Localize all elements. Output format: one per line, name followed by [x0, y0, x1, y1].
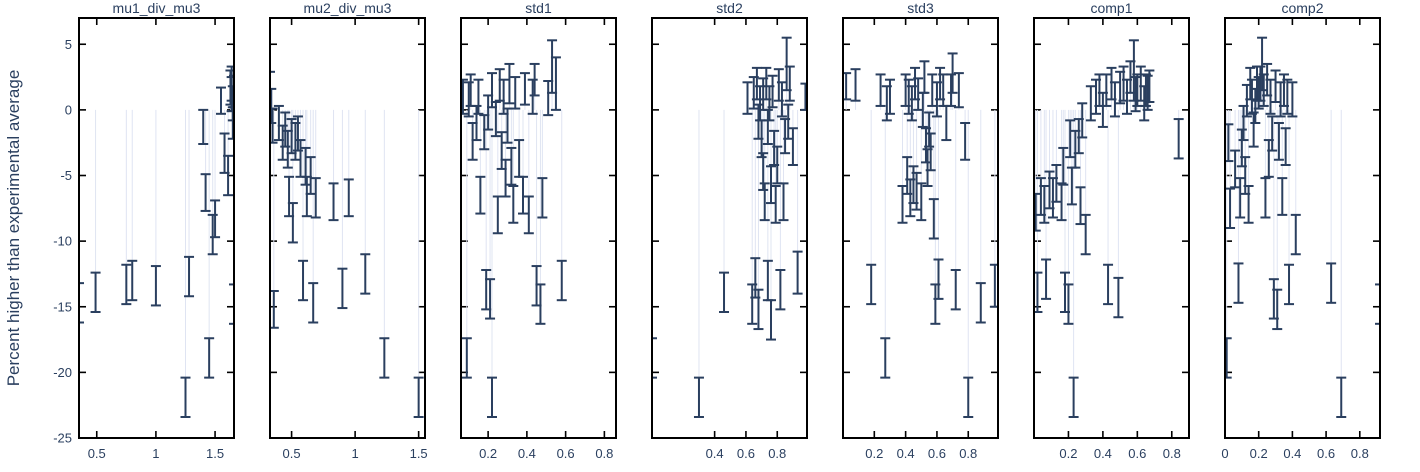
x-tick-label: 0.4	[1283, 446, 1301, 461]
subplot-std3: std3 0.2 0.4 0.6 0.8	[842, 0, 999, 461]
subplot-std2: std2 0.4 0.6 0.8	[651, 0, 808, 461]
x-tick-label: 0.8	[1351, 446, 1369, 461]
plot-frame	[651, 17, 808, 439]
x-tick-label: 0.8	[959, 446, 977, 461]
plot-frame	[460, 17, 617, 439]
plot-frame	[78, 17, 235, 439]
x-tick-label: 0.2	[865, 446, 883, 461]
y-tick-label: -20	[53, 365, 72, 380]
y-axis-label: Percent higher than experimental average	[4, 70, 23, 387]
data-layer	[79, 65, 234, 418]
subplot-std1: std1 0.2 0.4 0.6 0.8	[460, 0, 617, 461]
plot-frame	[1224, 17, 1381, 439]
x-tick-label: 1.5	[206, 446, 224, 461]
x-tick-label: 1.5	[410, 446, 428, 461]
subplot-title: mu1_div_mu3	[113, 0, 201, 16]
data-layer	[652, 36, 807, 418]
x-tick-label: 0.5	[88, 446, 106, 461]
x-tick-label: 0.2	[1059, 446, 1077, 461]
x-tick-label: 0.8	[768, 446, 786, 461]
x-tick-label: 0.6	[1128, 446, 1146, 461]
y-tick-label: 0	[65, 102, 72, 117]
y-tick-label: -10	[53, 234, 72, 249]
subplot-title: std1	[525, 0, 552, 16]
subplot-title: comp1	[1090, 0, 1132, 16]
x-tick-label: 1	[152, 446, 159, 461]
y-tick-label: 5	[65, 37, 72, 52]
x-tick-label: 1	[352, 446, 359, 461]
subplot-comp2: comp2 0 0.2 0.4 0.6 0.8	[1221, 0, 1381, 461]
x-tick-label: 0.5	[283, 446, 301, 461]
y-tick-label: -15	[53, 299, 72, 314]
x-tick-label: 0.2	[1250, 446, 1268, 461]
x-tick-label: 0.4	[1094, 446, 1112, 461]
subplot-mu1_div_mu3: mu1_div_mu3 -25 -20 -15 -10 -5 0 5 0.5 1 1.5	[53, 0, 235, 461]
subplot-title: std2	[716, 0, 743, 16]
y-tick-label: -25	[53, 431, 72, 446]
subplot-title: std3	[907, 0, 934, 16]
subplot-mu2_div_mu3: mu2_div_mu3 0.5 1 1.5	[269, 0, 428, 461]
x-tick-label: 0.4	[706, 446, 724, 461]
data-layer	[461, 39, 567, 418]
subplot-title: comp2	[1281, 0, 1323, 16]
plot-frame	[1033, 17, 1190, 439]
plot-frame	[269, 17, 426, 439]
plot-frame	[842, 17, 999, 439]
y-tick-label: -5	[60, 168, 72, 183]
x-tick-label: 0.6	[737, 446, 755, 461]
x-tick-label: 0.4	[897, 446, 915, 461]
x-tick-label: 0	[1221, 446, 1228, 461]
x-tick-label: 0.6	[1317, 446, 1335, 461]
subplot-title: mu2_div_mu3	[304, 0, 392, 16]
data-layer	[843, 52, 998, 418]
subplot-comp1: comp1 0.2 0.4 0.6 0.8	[1033, 0, 1190, 461]
data-layer	[1225, 36, 1380, 418]
x-tick-label: 0.8	[1163, 446, 1181, 461]
x-tick-label: 0.6	[557, 446, 575, 461]
x-tick-label: 0.6	[928, 446, 946, 461]
x-tick-label: 0.2	[479, 446, 497, 461]
data-layer	[270, 70, 424, 418]
data-layer	[1034, 39, 1184, 418]
x-tick-label: 0.4	[518, 446, 536, 461]
x-tick-label: 0.8	[595, 446, 613, 461]
